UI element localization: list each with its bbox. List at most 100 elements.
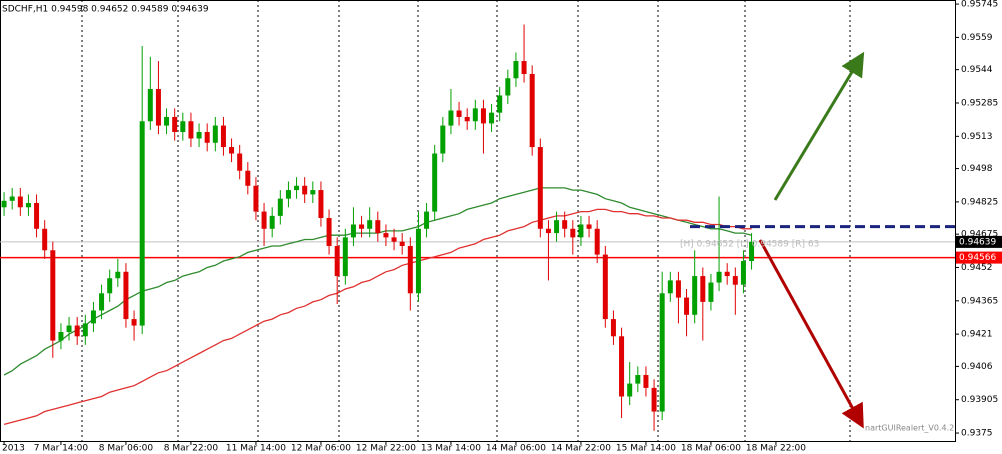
plot-frame	[0, 0, 956, 442]
candle-body	[529, 73, 535, 148]
candle-body	[684, 297, 690, 315]
y-tick-label: 0.94825	[961, 197, 998, 207]
candle-body	[155, 89, 161, 126]
x-tick-label: 13 Mar 14:00	[421, 444, 481, 454]
candle-body	[610, 319, 616, 337]
candle-body	[318, 190, 324, 219]
candle-body	[334, 245, 340, 277]
candle-body	[513, 61, 519, 79]
candle-body	[107, 278, 113, 294]
candle-body	[326, 218, 332, 246]
x-tick-label: 18 Mar 22:00	[746, 444, 806, 454]
candle-body	[424, 211, 430, 229]
candle-body	[188, 121, 194, 139]
candle-body	[375, 220, 381, 234]
candle-body	[594, 228, 600, 255]
candle-body	[359, 224, 365, 229]
candle-body	[464, 116, 470, 122]
candle-body	[497, 95, 503, 113]
price-tag-label: 0.94639	[959, 237, 996, 247]
candle-body	[643, 374, 649, 388]
x-tick-label: 14 Mar 06:00	[486, 444, 546, 454]
x-tick-label: 8 Mar 22:00	[164, 444, 219, 454]
candle-body	[115, 271, 121, 279]
candle-body	[123, 271, 129, 320]
candle-body	[261, 211, 267, 229]
candle-body	[269, 215, 275, 229]
candle-body	[42, 228, 48, 251]
candle-body	[204, 132, 210, 143]
y-tick-label: 0.94365	[961, 296, 998, 306]
y-tick-label: 0.95285	[961, 98, 998, 108]
y-tick-label: 0.9375	[961, 429, 993, 439]
candle-body	[448, 110, 454, 126]
candle-body	[724, 271, 730, 277]
candle-body	[480, 108, 486, 124]
y-tick-label: 0.9559	[961, 33, 993, 43]
candle-body	[627, 383, 633, 397]
candle-body	[570, 228, 576, 238]
candle-body	[383, 233, 389, 238]
candle-body	[545, 228, 551, 234]
y-tick-label: 0.9498	[961, 164, 993, 174]
x-tick-label: 7 Mar 14:00	[34, 444, 89, 454]
candle-body	[432, 153, 438, 212]
candle-body	[196, 132, 202, 139]
candle-body	[554, 220, 560, 234]
candle-body	[651, 387, 657, 412]
moving-average	[3, 208, 752, 426]
plot	[0, 24, 955, 431]
candle-body	[716, 271, 722, 283]
candle-body	[34, 202, 40, 229]
candle-body	[675, 280, 681, 298]
candle-body	[472, 108, 478, 122]
candle-body	[58, 331, 64, 341]
candle-body	[147, 89, 153, 122]
candle-body	[139, 121, 145, 326]
candle-body	[99, 293, 105, 311]
candle-body	[90, 310, 96, 324]
candle-body	[667, 280, 673, 294]
watermark: nartGUIRealert_V0.4.2	[865, 424, 954, 433]
candle-body	[521, 61, 527, 74]
y-tick-label: 0.93905	[961, 395, 998, 405]
candle-body	[212, 125, 218, 143]
support-tag-label: 0.94566	[959, 253, 996, 263]
candle-body	[229, 147, 235, 154]
candle-body	[635, 374, 641, 384]
down-arrow	[758, 239, 864, 429]
y-tick-label: 0.9421	[961, 330, 993, 340]
candle-body	[180, 121, 186, 133]
candle-body	[732, 276, 738, 285]
x-tick-label: 18 Mar 06:00	[681, 444, 741, 454]
candle-body	[50, 250, 56, 341]
candle-body	[708, 282, 714, 302]
candle-body	[537, 147, 543, 229]
y-tick-label: 0.9406	[961, 362, 993, 372]
candle-body	[692, 276, 698, 315]
candle-body	[9, 196, 15, 201]
annotation: [H] 0.94652 [L] 0.94589 [R] 63	[680, 240, 819, 250]
candle-body	[619, 336, 625, 397]
candle-body	[74, 325, 80, 337]
candle-body	[245, 170, 251, 186]
candle-body	[220, 125, 226, 148]
candle-body	[294, 185, 300, 191]
candle-body	[489, 112, 495, 124]
price-tag	[956, 235, 1002, 248]
candle-body	[407, 245, 413, 294]
chart-title: SDCHF,H1 0.94598 0.94652 0.94589 0.94639	[2, 5, 209, 15]
candle-body	[391, 237, 397, 242]
candle-body	[578, 224, 584, 238]
x-tick-label: 8 Mar 06:00	[99, 444, 154, 454]
candle-body	[456, 110, 462, 117]
candle-body	[399, 241, 405, 246]
candle-body	[310, 190, 316, 195]
x-tick-label: 11 Mar 14:00	[226, 444, 286, 454]
candle-body	[172, 116, 178, 133]
candle-body	[415, 228, 421, 294]
candle-body	[131, 319, 137, 326]
y-tick-label: 0.9452	[961, 263, 993, 273]
y-tick-label: 0.94675	[961, 230, 998, 240]
candle-body	[25, 202, 31, 208]
